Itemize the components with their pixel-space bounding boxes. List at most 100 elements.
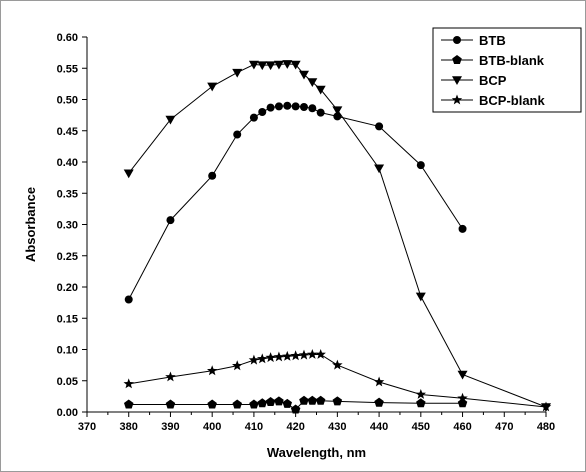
y-tick-label: 0.05 [57,376,78,388]
series-btb-blank [124,395,468,414]
triangle-down-marker [257,61,268,71]
star-marker [315,349,326,359]
y-tick-label: 0.35 [57,188,78,200]
x-tick-label: 440 [370,421,388,433]
star-marker [298,349,310,360]
x-tick-label: 380 [120,421,138,433]
circle-marker [453,36,461,44]
legend-label: BTB [479,33,506,48]
y-tick-label: 0.25 [57,251,78,263]
y-tick-label: 0.30 [57,220,78,232]
series-layer [123,60,552,414]
circle-marker [458,224,467,233]
y-tick-label: 0.10 [57,345,78,357]
pentagon-marker [265,397,276,406]
triangle-down-marker [298,70,309,80]
legend-item: BTB-blank [441,53,545,68]
y-tick-label: 0.60 [57,32,78,44]
triangle-down-marker [315,85,326,95]
circle-marker [208,171,217,180]
circle-marker [291,102,300,111]
pentagon-marker [416,398,426,408]
triangle-down-marker [290,60,301,70]
legend-item: BCP-blank [441,93,546,108]
legend-label: BCP-blank [479,93,546,108]
y-tick-label: 0.40 [57,157,78,169]
pentagon-marker [207,399,217,409]
star-marker [257,353,268,364]
pentagon-marker [249,399,259,409]
star-marker [290,350,301,361]
pentagon-marker [374,397,384,407]
series-line [128,63,547,408]
star-marker [207,365,218,376]
star-marker [332,359,343,370]
triangle-down-marker [332,106,343,116]
x-tick-label: 450 [412,421,430,433]
x-axis-title: Wavelength, nm [267,445,366,460]
x-tick-label: 470 [495,421,513,433]
y-tick-label: 0.55 [57,63,78,75]
y-tick-label: 0.00 [57,407,78,419]
triangle-down-marker [415,292,426,302]
pentagon-marker [452,55,462,64]
x-tick-label: 400 [203,421,221,433]
circle-marker [316,108,325,117]
star-marker [165,371,176,382]
series-btb [124,101,467,304]
triangle-down-marker [307,78,318,87]
triangle-down-marker [452,76,462,85]
legend-label: BCP [479,73,507,88]
legend-label: BTB-blank [479,53,545,68]
circle-marker [233,130,242,139]
series-bcp-blank [123,349,552,412]
x-tick-label: 430 [328,421,346,433]
circle-marker [124,295,133,304]
axes: 370 380 390 400 410 420 430 440 450 460 470 480 0.00… [57,32,556,433]
x-tick-label: 480 [537,421,555,433]
star-marker [282,350,293,361]
triangle-down-marker [282,60,293,69]
x-tick-label: 370 [78,421,96,433]
x-tick-label: 410 [245,421,263,433]
pentagon-marker [290,404,301,414]
star-marker [373,376,385,387]
y-tick-label: 0.20 [57,282,78,294]
star-marker [265,352,276,363]
triangle-down-marker [457,370,468,380]
legend-item: BCP [441,73,507,88]
y-tick-label: 0.45 [57,126,78,138]
x-tick-label: 460 [453,421,471,433]
triangle-down-marker [248,60,259,70]
triangle-down-marker [265,61,276,71]
y-tick-label: 0.50 [57,95,78,107]
series-line [128,354,547,408]
triangle-down-marker [165,115,176,125]
star-marker [248,354,260,365]
y-tick-label: 0.15 [57,313,78,325]
circle-marker [416,161,425,170]
star-marker [457,392,468,403]
pentagon-marker [165,399,176,409]
series-bcp [123,60,551,412]
pentagon-marker [307,395,318,405]
triangle-down-marker [232,68,243,78]
circle-marker [166,216,175,225]
pentagon-marker [282,398,292,408]
star-marker [415,389,426,399]
triangle-down-marker [273,60,284,70]
star-marker [307,349,318,359]
star-marker [232,360,243,371]
circle-marker [375,122,384,131]
x-tick-label: 390 [161,421,179,433]
legend: BTB BTB-blank BCP BCP-blank [432,27,582,113]
star-marker [451,94,463,105]
star-marker [123,378,134,389]
circle-marker [249,113,258,122]
pentagon-marker [274,396,284,406]
circle-marker [283,101,292,110]
triangle-down-marker [207,82,218,92]
circle-marker [274,102,283,111]
y-axis-title: Absorbance [23,187,38,262]
